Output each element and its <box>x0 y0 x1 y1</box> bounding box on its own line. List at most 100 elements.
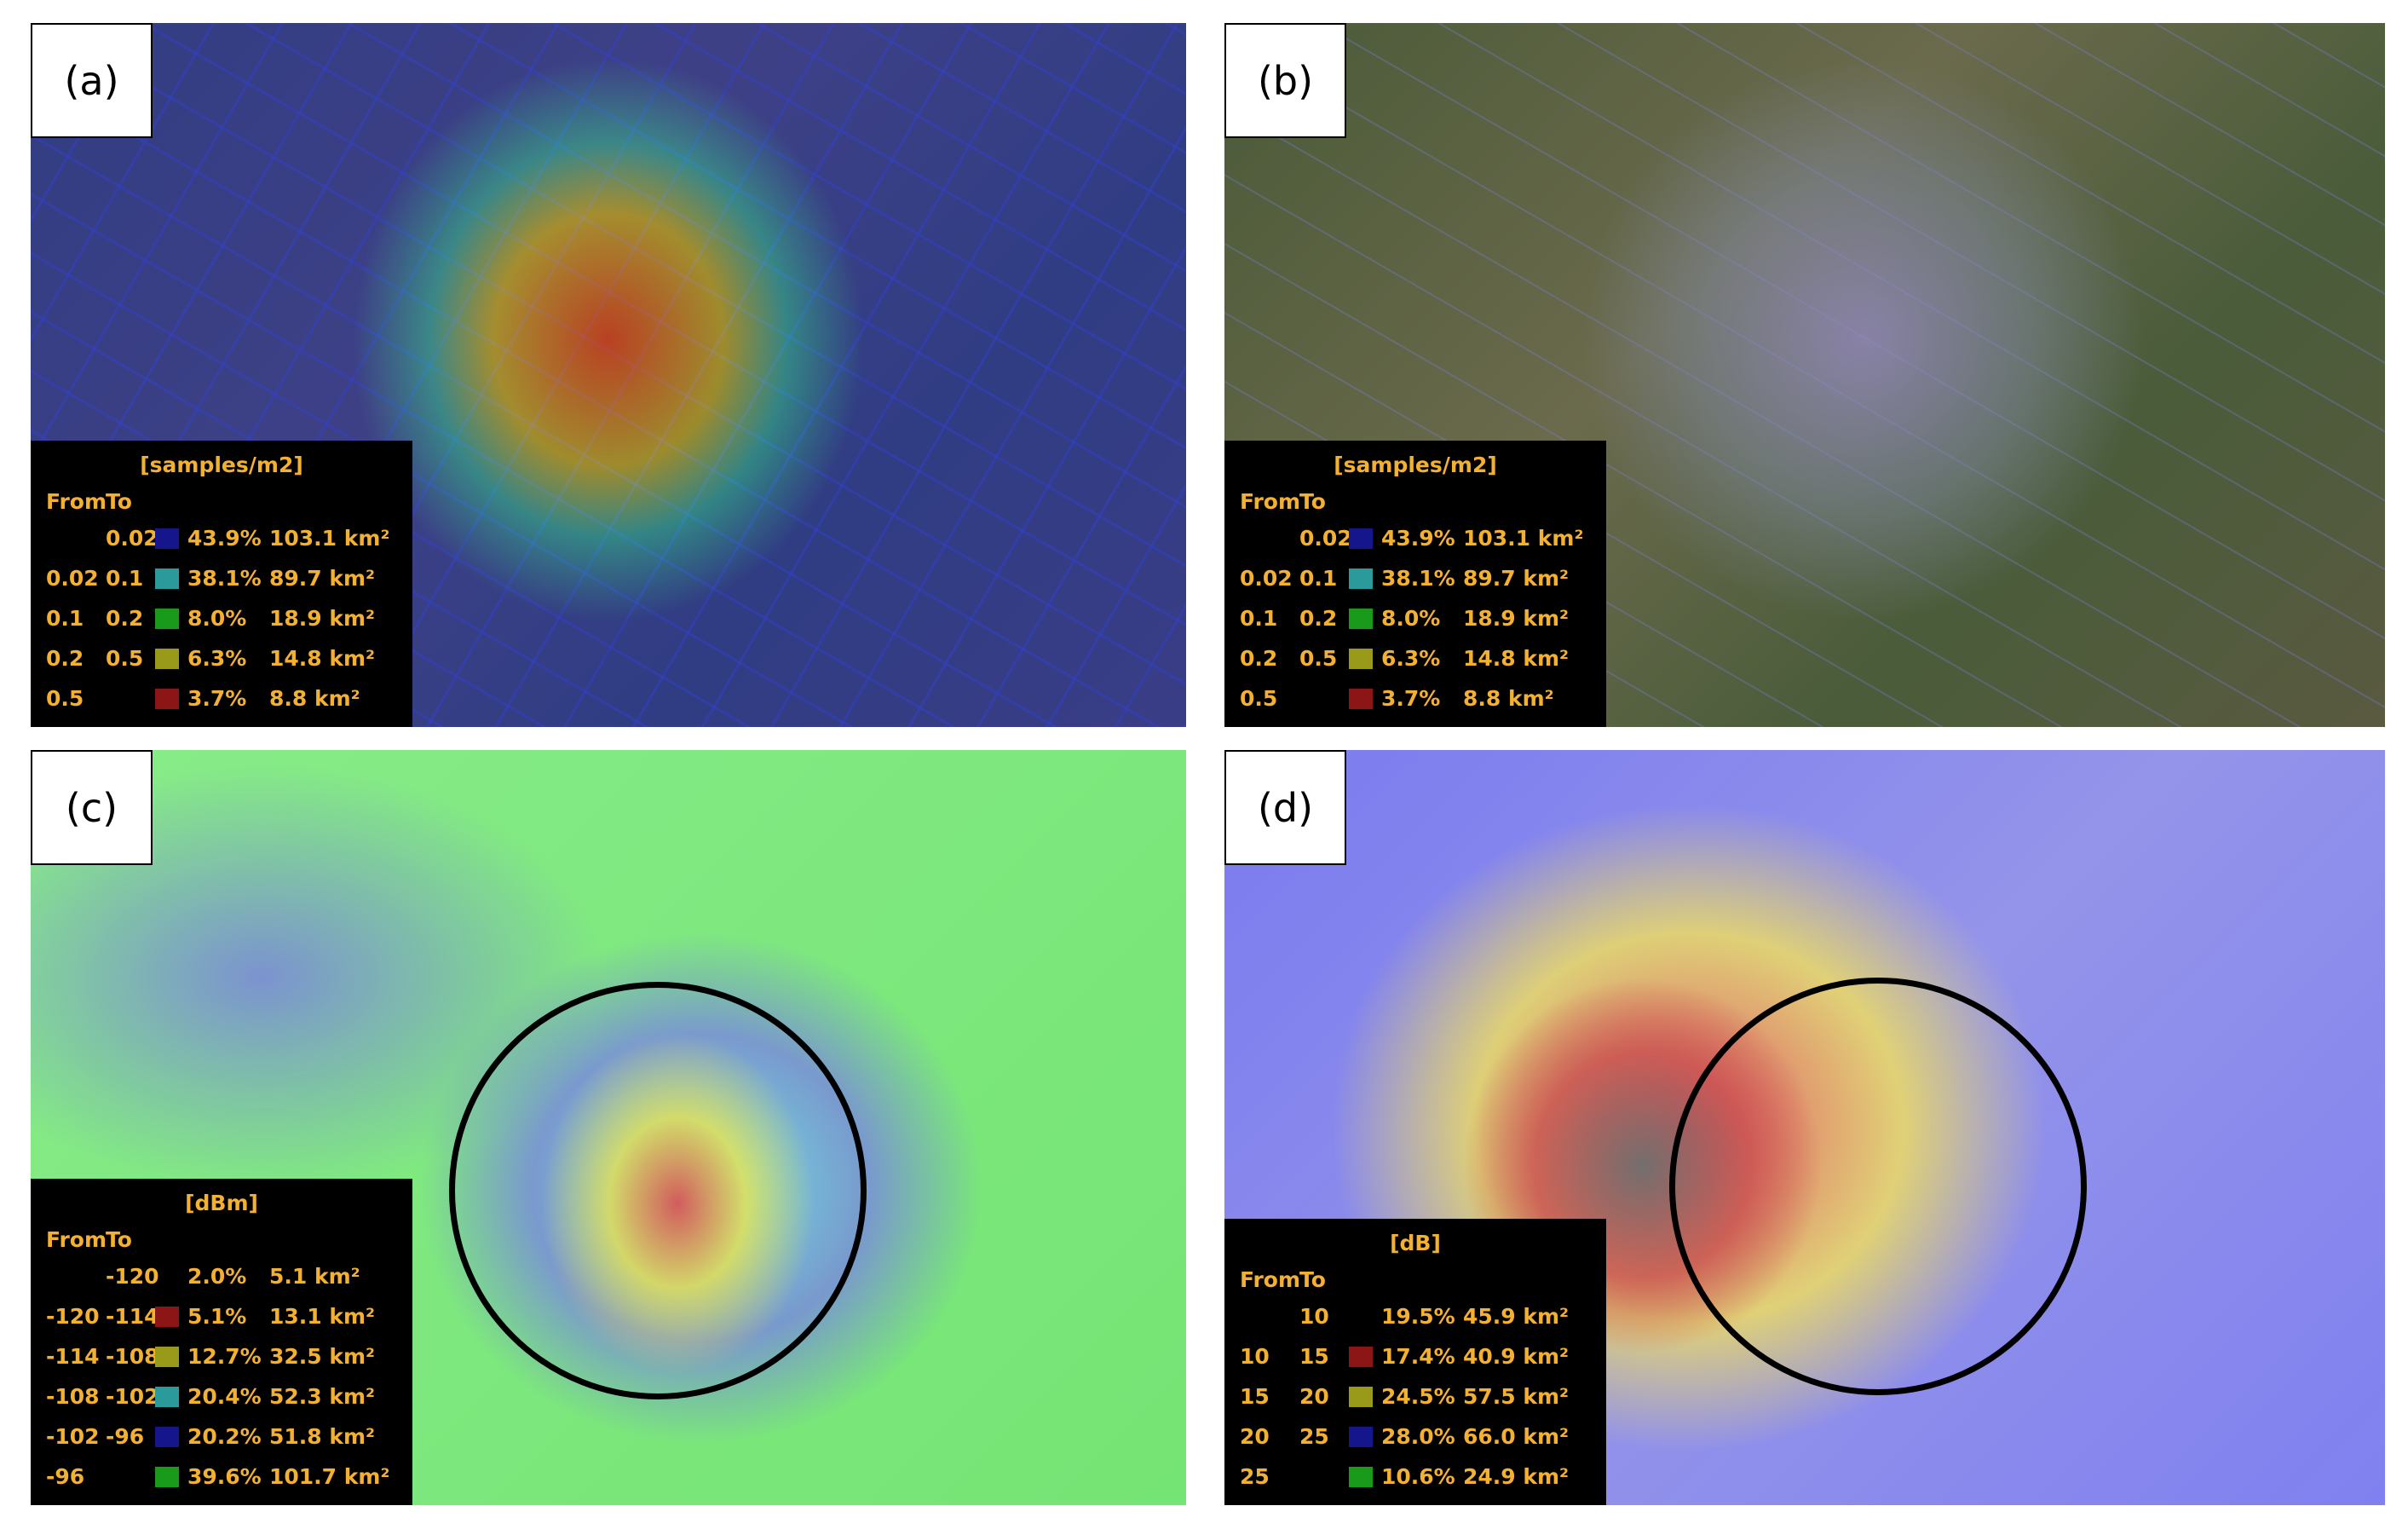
share-value: 8.0% <box>1381 606 1441 631</box>
share-value: 2.0% <box>187 1264 247 1289</box>
legend-header: From To <box>1240 1262 1591 1296</box>
area-value: 89.7 km² <box>1463 566 1570 591</box>
legend-swatch <box>155 568 179 589</box>
panel-label: (a) <box>31 23 153 138</box>
panel-label: (c) <box>31 750 153 865</box>
from-value: -108 <box>46 1384 100 1409</box>
legend-row: 0.2 0.5 6.3% 14.8 km² <box>46 638 397 678</box>
share-value: 12.7% <box>187 1344 262 1369</box>
from-header: From <box>1240 1266 1301 1292</box>
legend: [samples/m2] From To 0.02 43.9% 103.1 km² 0.02… <box>31 441 412 727</box>
legend-swatch <box>155 648 179 669</box>
from-value: 0.02 <box>46 566 99 591</box>
legend-row: -96 39.6% 101.7 km² <box>46 1457 397 1497</box>
share-value: 6.3% <box>187 646 247 671</box>
area-value: 13.1 km² <box>269 1304 376 1329</box>
panel-label: (b) <box>1224 23 1346 138</box>
legend-swatch <box>155 688 179 709</box>
from-value: 0.1 <box>46 606 84 631</box>
from-value: 25 <box>1240 1464 1270 1489</box>
legend-row: -114 -108 12.7% 32.5 km² <box>46 1336 397 1376</box>
legend-header: From To <box>1240 484 1591 518</box>
to-value: 0.2 <box>106 606 144 631</box>
share-value: 5.1% <box>187 1304 247 1329</box>
legend-swatch <box>1349 648 1373 669</box>
legend-swatch <box>1349 688 1373 709</box>
from-value: 0.2 <box>1240 646 1278 671</box>
legend-row: 0.02 0.1 38.1% 89.7 km² <box>46 558 397 598</box>
legend-swatch <box>155 608 179 629</box>
area-value: 103.1 km² <box>269 526 390 551</box>
share-value: 39.6% <box>187 1464 262 1489</box>
from-value: -114 <box>46 1344 100 1369</box>
from-value: 0.5 <box>1240 686 1278 711</box>
share-value: 24.5% <box>1381 1384 1455 1409</box>
area-value: 51.8 km² <box>269 1424 376 1449</box>
legend-swatch <box>1349 1466 1373 1487</box>
legend-row: 0.1 0.2 8.0% 18.9 km² <box>1240 598 1591 638</box>
legend-row: -108 -102 20.4% 52.3 km² <box>46 1376 397 1416</box>
legend: [dBm] From To -120 2.0% 5.1 km² -120 -114 5.1% 13… <box>31 1179 412 1505</box>
from-value: 0.5 <box>46 686 84 711</box>
legend-title: [dB] <box>1390 1231 1441 1255</box>
legend-row: 0.5 3.7% 8.8 km² <box>1240 678 1591 718</box>
legend-title: [dBm] <box>185 1191 258 1215</box>
legend-row: 10 19.5% 45.9 km² <box>1240 1296 1591 1336</box>
to-value: 10 <box>1299 1304 1329 1329</box>
area-value: 40.9 km² <box>1463 1344 1570 1369</box>
to-value: 0.02 <box>1299 526 1352 551</box>
to-value: 0.1 <box>106 566 144 591</box>
legend-swatch <box>1349 1346 1373 1367</box>
legend-row: 25 10.6% 24.9 km² <box>1240 1457 1591 1497</box>
share-value: 38.1% <box>187 566 262 591</box>
legend-swatch <box>155 1426 179 1447</box>
area-value: 18.9 km² <box>1463 606 1570 631</box>
legend-row: 0.02 43.9% 103.1 km² <box>1240 518 1591 558</box>
to-header: To <box>106 488 132 514</box>
share-value: 19.5% <box>1381 1304 1455 1329</box>
legend-row: -120 2.0% 5.1 km² <box>46 1256 397 1296</box>
to-header: To <box>106 1226 132 1252</box>
map-panel: (b) [samples/m2] From To 0.02 43.9% 103.1 km² 0… <box>1224 23 2385 727</box>
area-value: 101.7 km² <box>269 1464 390 1489</box>
to-value: -120 <box>106 1264 159 1289</box>
legend-header: From To <box>46 1222 397 1256</box>
to-value: -102 <box>106 1384 159 1409</box>
legend-swatch <box>155 528 179 549</box>
from-value: -96 <box>46 1464 85 1489</box>
from-value: 15 <box>1240 1384 1270 1409</box>
legend: [samples/m2] From To 0.02 43.9% 103.1 km² 0.02… <box>1224 441 1606 727</box>
to-value: 0.5 <box>1299 646 1338 671</box>
share-value: 20.2% <box>187 1424 262 1449</box>
area-value: 52.3 km² <box>269 1384 376 1409</box>
to-value: -114 <box>106 1304 159 1329</box>
to-header: To <box>1299 488 1326 514</box>
to-value: -108 <box>106 1344 159 1369</box>
legend-header: From To <box>46 484 397 518</box>
area-value: 57.5 km² <box>1463 1384 1570 1409</box>
share-value: 43.9% <box>187 526 262 551</box>
legend-swatch <box>1349 1426 1373 1447</box>
from-value: 10 <box>1240 1344 1270 1369</box>
legend-swatch <box>155 1306 179 1327</box>
area-value: 8.8 km² <box>1463 686 1554 711</box>
from-value: 0.2 <box>46 646 84 671</box>
share-value: 38.1% <box>1381 566 1455 591</box>
area-value: 14.8 km² <box>1463 646 1570 671</box>
area-value: 32.5 km² <box>269 1344 376 1369</box>
legend-row: -102 -96 20.2% 51.8 km² <box>46 1416 397 1457</box>
map-panel: (d) [dB] From To 10 19.5% 45.9 km² 10 15 17.4% 40.… <box>1224 750 2385 1505</box>
legend-row: 20 25 28.0% 66.0 km² <box>1240 1416 1591 1457</box>
legend-row: 0.02 43.9% 103.1 km² <box>46 518 397 558</box>
legend-swatch <box>1349 568 1373 589</box>
legend-swatch <box>1349 528 1373 549</box>
legend-row: 15 20 24.5% 57.5 km² <box>1240 1376 1591 1416</box>
area-value: 5.1 km² <box>269 1264 360 1289</box>
legend-swatch <box>1349 1386 1373 1407</box>
highlight-circle <box>1669 978 2087 1395</box>
legend: [dB] From To 10 19.5% 45.9 km² 10 15 17.4% 40.9 k… <box>1224 1219 1606 1505</box>
to-value: 15 <box>1299 1344 1329 1369</box>
to-value: -96 <box>106 1424 145 1449</box>
to-value: 0.02 <box>106 526 158 551</box>
legend-row: 0.5 3.7% 8.8 km² <box>46 678 397 718</box>
